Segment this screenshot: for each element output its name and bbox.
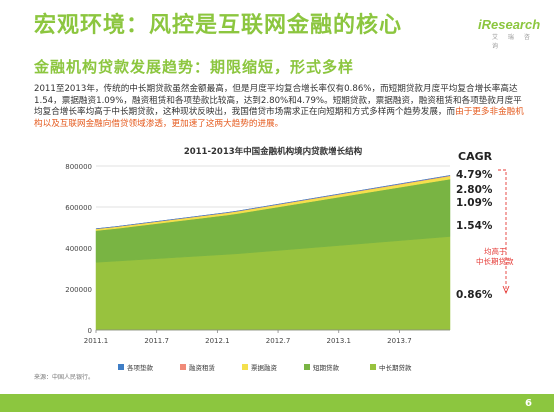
legend-swatch xyxy=(180,364,186,370)
legend-label: 中长期贷款 xyxy=(379,363,412,372)
y-tick-label: 600000 xyxy=(65,204,92,212)
legend-label: 各项垫款 xyxy=(127,363,154,372)
cagr-annotation-line2: 中长期贷款 xyxy=(476,256,514,266)
x-tick-label: 2013.1 xyxy=(326,337,351,345)
y-tick-label: 800000 xyxy=(65,163,92,171)
logo-tagline: 艾 瑞 咨 询 xyxy=(492,34,534,50)
footer-bar xyxy=(0,394,554,412)
cagr-arrow-head xyxy=(502,285,510,295)
chart-svg: 2011-2013年中国金融机构境内贷款增长结构 0 200000 400000 600… xyxy=(65,146,514,372)
legend-swatch xyxy=(304,364,310,370)
cagr-bracket xyxy=(498,169,507,266)
logo-wordmark: iResearch xyxy=(478,17,541,32)
iresearch-logo: iResearch 艾 瑞 咨 询 xyxy=(478,17,548,50)
y-tick-label: 200000 xyxy=(65,286,92,294)
area-各项垫款 xyxy=(95,175,451,230)
x-tick-label: 2011.7 xyxy=(144,337,169,345)
legend-swatch xyxy=(370,364,376,370)
x-tick-label: 2012.1 xyxy=(205,337,230,345)
legend-swatch xyxy=(242,364,248,370)
chart-title: 2011-2013年中国金融机构境内贷款增长结构 xyxy=(184,146,363,157)
summary-paragraph: 2011至2013年，传统的中长期贷款虽然金额最高，但是月度平均复合增长率仅有0… xyxy=(34,84,526,130)
cagr-value: 2.80% xyxy=(456,184,493,196)
page-title: 宏观环境：风控是互联网金融的核心 xyxy=(34,13,403,38)
cagr-value: 4.79% xyxy=(456,169,493,181)
legend-swatch xyxy=(118,364,124,370)
cagr-value: 0.86% xyxy=(456,289,493,301)
loan-structure-chart: 2011-2013年中国金融机构境内贷款增长结构 0 200000 400000 600… xyxy=(0,138,554,378)
legend-label: 融资租赁 xyxy=(189,363,216,372)
cagr-annotation-line1: 均高于 xyxy=(484,246,507,256)
summary-highlight: 由于更多非金融机构以及互联网金融向借贷领域渗透，更加速了这两大趋势的进展。 xyxy=(34,107,524,129)
cagr-value: 1.09% xyxy=(456,197,493,209)
summary-body: 2011至2013年，传统的中长期贷款虽然金额最高，但是月度平均复合增长率仅有0… xyxy=(34,84,522,118)
x-tick-label: 2012.7 xyxy=(266,337,291,345)
x-tick-label: 2011.1 xyxy=(84,337,109,345)
source-note: 来源：中国人民银行。 xyxy=(34,374,95,381)
x-tick-label: 2013.7 xyxy=(387,337,412,345)
y-tick-label: 400000 xyxy=(65,245,92,253)
cagr-label: CAGR xyxy=(458,150,493,163)
cagr-value: 1.54% xyxy=(456,220,493,232)
page-subtitle: 金融机构贷款发展趋势：期限缩短，形式多样 xyxy=(34,58,355,76)
legend-label: 短期贷款 xyxy=(313,363,340,372)
page-number: 6 xyxy=(525,398,532,409)
legend-label: 票据融资 xyxy=(251,363,278,372)
y-tick-label: 0 xyxy=(88,327,92,335)
